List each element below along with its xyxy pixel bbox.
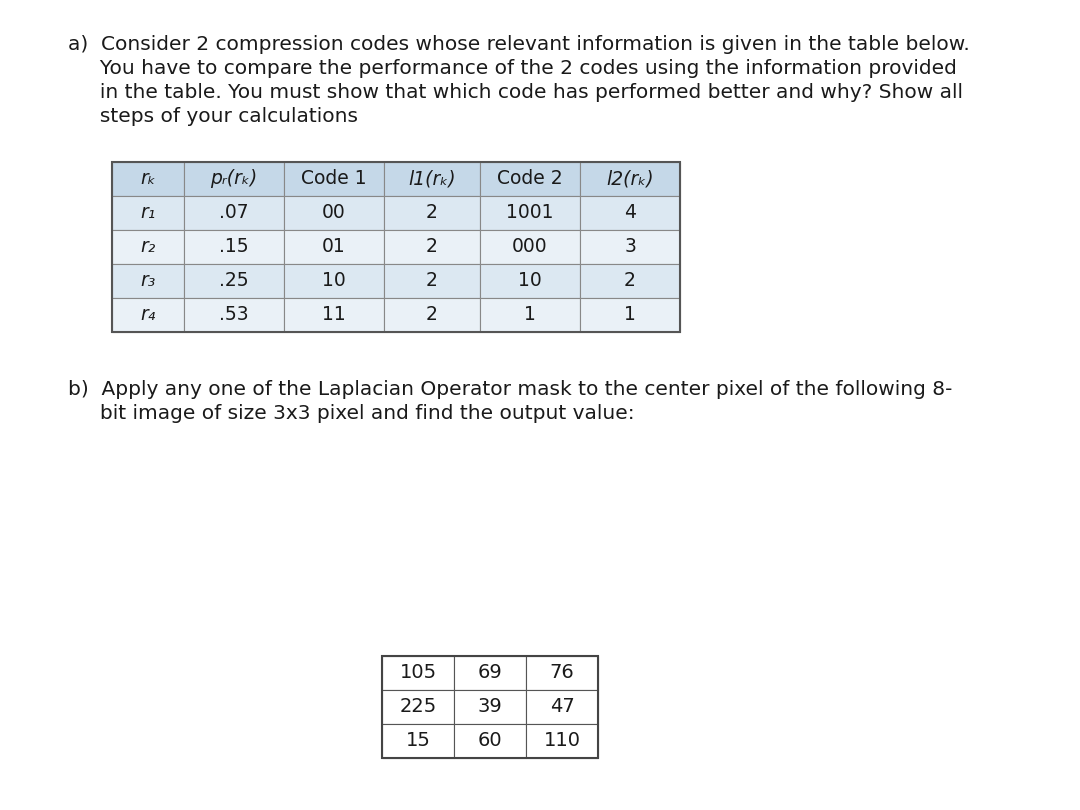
FancyBboxPatch shape bbox=[284, 264, 384, 298]
FancyBboxPatch shape bbox=[384, 162, 480, 196]
Text: 11: 11 bbox=[322, 305, 346, 325]
Text: steps of your calculations: steps of your calculations bbox=[68, 107, 357, 126]
FancyBboxPatch shape bbox=[184, 264, 284, 298]
Text: 3: 3 bbox=[624, 237, 636, 257]
Text: 00: 00 bbox=[322, 203, 346, 223]
FancyBboxPatch shape bbox=[480, 264, 580, 298]
Text: 1: 1 bbox=[524, 305, 536, 325]
FancyBboxPatch shape bbox=[112, 162, 184, 196]
Text: r₃: r₃ bbox=[140, 271, 156, 291]
FancyBboxPatch shape bbox=[112, 230, 184, 264]
Text: b)  Apply any one of the Laplacian Operator mask to the center pixel of the foll: b) Apply any one of the Laplacian Operat… bbox=[68, 380, 953, 399]
Text: 4: 4 bbox=[624, 203, 636, 223]
Text: You have to compare the performance of the 2 codes using the information provide: You have to compare the performance of t… bbox=[68, 59, 957, 78]
Text: 000: 000 bbox=[512, 237, 548, 257]
Text: r₁: r₁ bbox=[140, 203, 156, 223]
Text: 60: 60 bbox=[477, 731, 502, 751]
FancyBboxPatch shape bbox=[184, 162, 284, 196]
Text: 225: 225 bbox=[400, 697, 436, 717]
Text: l1(rₖ): l1(rₖ) bbox=[408, 169, 456, 189]
FancyBboxPatch shape bbox=[580, 196, 680, 230]
FancyBboxPatch shape bbox=[184, 230, 284, 264]
Text: 105: 105 bbox=[400, 663, 436, 683]
FancyBboxPatch shape bbox=[382, 724, 454, 758]
FancyBboxPatch shape bbox=[112, 298, 184, 332]
Text: in the table. You must show that which code has performed better and why? Show a: in the table. You must show that which c… bbox=[68, 83, 963, 102]
FancyBboxPatch shape bbox=[454, 690, 526, 724]
FancyBboxPatch shape bbox=[526, 690, 598, 724]
FancyBboxPatch shape bbox=[526, 724, 598, 758]
Text: 2: 2 bbox=[427, 203, 437, 223]
FancyBboxPatch shape bbox=[480, 230, 580, 264]
FancyBboxPatch shape bbox=[284, 298, 384, 332]
Text: bit image of size 3x3 pixel and find the output value:: bit image of size 3x3 pixel and find the… bbox=[68, 404, 635, 423]
Text: 01: 01 bbox=[322, 237, 346, 257]
Text: r₄: r₄ bbox=[140, 305, 156, 325]
Text: 69: 69 bbox=[477, 663, 502, 683]
Text: .53: .53 bbox=[219, 305, 248, 325]
Text: 110: 110 bbox=[543, 731, 581, 751]
FancyBboxPatch shape bbox=[454, 656, 526, 690]
Text: 10: 10 bbox=[518, 271, 542, 291]
Text: l2(rₖ): l2(rₖ) bbox=[606, 169, 653, 189]
FancyBboxPatch shape bbox=[284, 230, 384, 264]
FancyBboxPatch shape bbox=[580, 162, 680, 196]
FancyBboxPatch shape bbox=[112, 264, 184, 298]
Text: Code 2: Code 2 bbox=[497, 169, 563, 189]
Text: pᵣ(rₖ): pᵣ(rₖ) bbox=[211, 169, 258, 189]
FancyBboxPatch shape bbox=[580, 298, 680, 332]
FancyBboxPatch shape bbox=[284, 196, 384, 230]
FancyBboxPatch shape bbox=[284, 162, 384, 196]
Text: 47: 47 bbox=[550, 697, 575, 717]
FancyBboxPatch shape bbox=[384, 298, 480, 332]
FancyBboxPatch shape bbox=[480, 196, 580, 230]
Text: 76: 76 bbox=[550, 663, 575, 683]
FancyBboxPatch shape bbox=[580, 264, 680, 298]
FancyBboxPatch shape bbox=[112, 196, 184, 230]
Text: Code 1: Code 1 bbox=[301, 169, 367, 189]
Text: 2: 2 bbox=[624, 271, 636, 291]
Text: r₂: r₂ bbox=[140, 237, 156, 257]
FancyBboxPatch shape bbox=[384, 264, 480, 298]
Text: 2: 2 bbox=[427, 305, 437, 325]
FancyBboxPatch shape bbox=[480, 162, 580, 196]
Text: 1: 1 bbox=[624, 305, 636, 325]
FancyBboxPatch shape bbox=[384, 196, 480, 230]
Text: .25: .25 bbox=[219, 271, 248, 291]
FancyBboxPatch shape bbox=[480, 298, 580, 332]
FancyBboxPatch shape bbox=[184, 196, 284, 230]
Text: 10: 10 bbox=[322, 271, 346, 291]
Text: 39: 39 bbox=[477, 697, 502, 717]
Text: 1001: 1001 bbox=[507, 203, 554, 223]
FancyBboxPatch shape bbox=[184, 298, 284, 332]
Text: 15: 15 bbox=[406, 731, 431, 751]
FancyBboxPatch shape bbox=[454, 724, 526, 758]
FancyBboxPatch shape bbox=[580, 230, 680, 264]
Text: 2: 2 bbox=[427, 237, 437, 257]
Text: rₖ: rₖ bbox=[140, 169, 156, 189]
FancyBboxPatch shape bbox=[382, 690, 454, 724]
FancyBboxPatch shape bbox=[526, 656, 598, 690]
FancyBboxPatch shape bbox=[382, 656, 454, 690]
Text: .15: .15 bbox=[219, 237, 248, 257]
Text: a)  Consider 2 compression codes whose relevant information is given in the tabl: a) Consider 2 compression codes whose re… bbox=[68, 35, 970, 54]
FancyBboxPatch shape bbox=[384, 230, 480, 264]
Text: 2: 2 bbox=[427, 271, 437, 291]
Text: .07: .07 bbox=[219, 203, 248, 223]
